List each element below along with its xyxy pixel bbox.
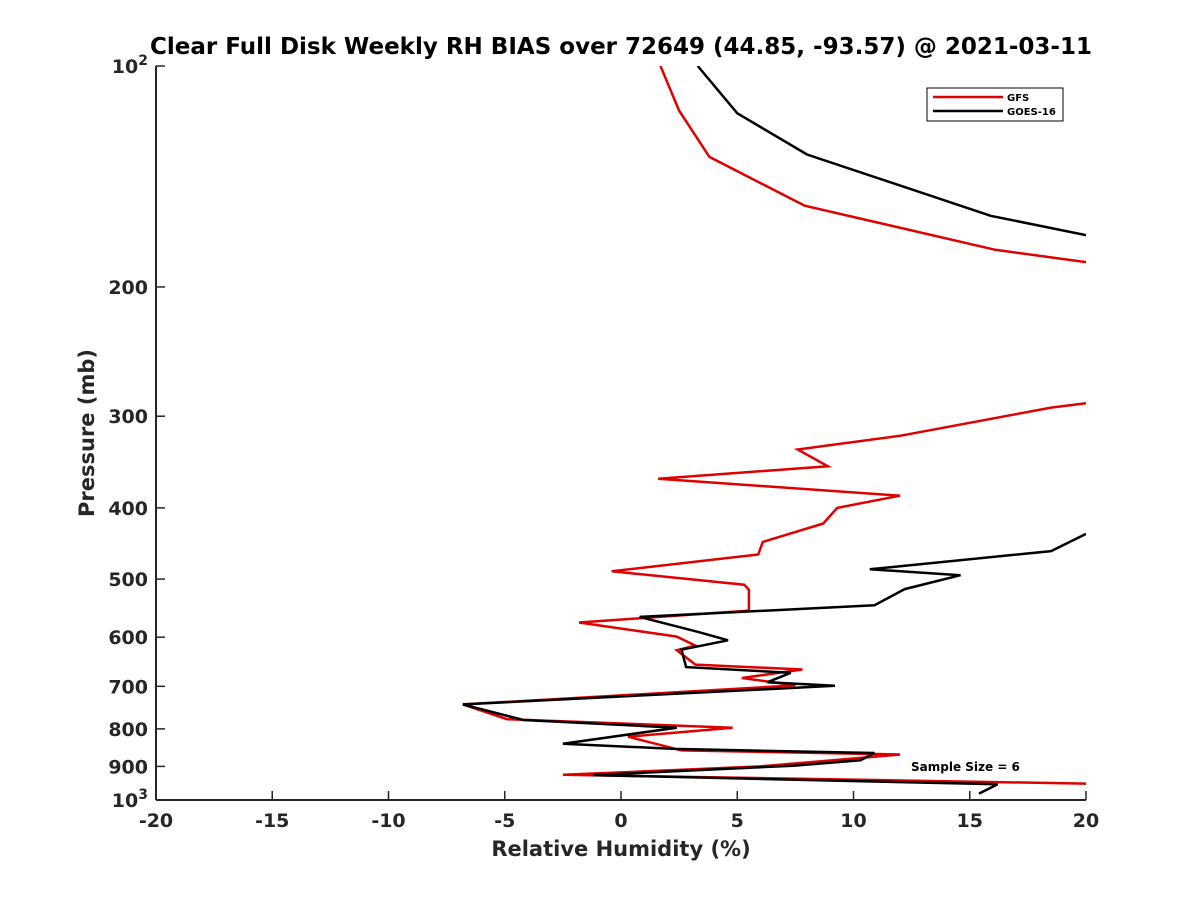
x-axis-ticks: -20 -15 -10 -5 0 5 10 15 20 — [139, 791, 1099, 832]
series-layer — [462, 66, 1086, 795]
x-tick-label: -5 — [494, 810, 515, 832]
x-tick-label: 5 — [731, 810, 744, 832]
y-tick-label: 500 — [108, 569, 148, 591]
sample-size-annotation: Sample Size = 6 — [911, 760, 1020, 774]
legend-box — [926, 87, 1064, 122]
y-tick-label: 200 — [108, 277, 148, 299]
x-axis-label: Relative Humidity (%) — [491, 837, 750, 861]
series-line-goes-16 — [462, 66, 1086, 795]
series-line-gfs — [462, 66, 1086, 785]
legend-label-goes16: GOES-16 — [1007, 107, 1056, 118]
legend: GFS GOES-16 — [926, 87, 1064, 122]
y-axis-ticks: 102 200 300 400 500 600 700 800 900 103 — [108, 53, 165, 812]
x-tick-label: -20 — [139, 810, 173, 832]
x-tick-label: 0 — [614, 810, 627, 832]
plot-area — [156, 66, 1086, 800]
x-tick-label: 15 — [957, 810, 983, 832]
y-tick-label: 800 — [108, 719, 148, 741]
y-tick-label: 102 — [112, 53, 148, 78]
legend-label-gfs: GFS — [1007, 93, 1029, 104]
y-tick-label: 900 — [108, 756, 148, 778]
y-tick-label: 700 — [108, 676, 148, 698]
y-tick-label: 600 — [108, 627, 148, 649]
x-tick-label: 10 — [840, 810, 866, 832]
y-tick-label: 400 — [108, 498, 148, 520]
x-tick-label: 20 — [1073, 810, 1099, 832]
y-tick-label: 103 — [112, 787, 148, 812]
y-axis-label: Pressure (mb) — [75, 349, 99, 517]
y-tick-label: 300 — [108, 406, 148, 428]
x-tick-label: -15 — [255, 810, 289, 832]
x-tick-label: -10 — [371, 810, 405, 832]
chart-title: Clear Full Disk Weekly RH BIAS over 7264… — [150, 34, 1092, 60]
